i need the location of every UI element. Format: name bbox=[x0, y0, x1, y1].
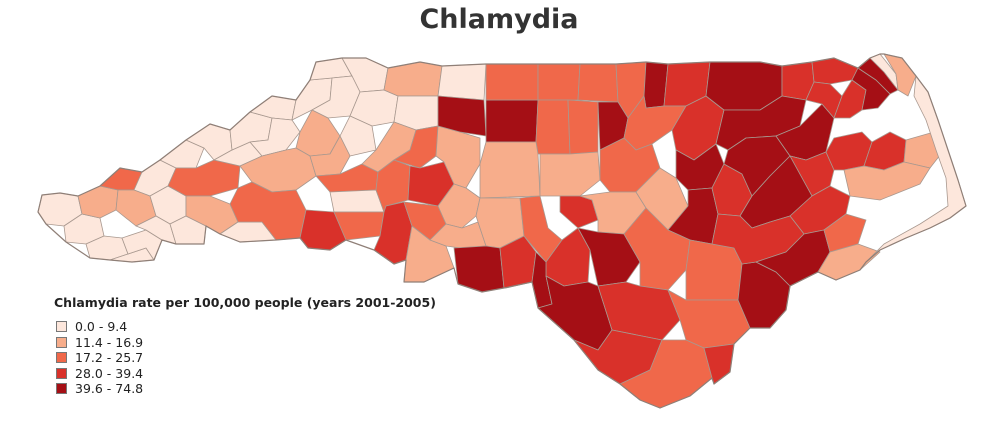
county bbox=[711, 213, 805, 265]
legend-swatch bbox=[56, 383, 67, 395]
county bbox=[249, 117, 301, 157]
county bbox=[843, 161, 931, 201]
legend-item: 39.6 - 74.8 bbox=[56, 381, 436, 397]
county bbox=[329, 189, 385, 213]
county bbox=[577, 227, 641, 287]
legend-item: 0.0 - 9.4 bbox=[56, 319, 436, 335]
county bbox=[479, 141, 541, 199]
legend-item: 17.2 - 25.7 bbox=[56, 350, 436, 366]
county bbox=[539, 151, 601, 197]
map-title: Chlamydia bbox=[419, 4, 579, 35]
county bbox=[77, 185, 119, 219]
county bbox=[811, 57, 859, 85]
map-legend: Chlamydia rate per 100,000 people (years… bbox=[54, 295, 436, 397]
state-outline bbox=[37, 53, 967, 409]
county bbox=[685, 239, 743, 301]
legend-label: 39.6 - 74.8 bbox=[75, 381, 144, 397]
county bbox=[485, 99, 539, 143]
county bbox=[339, 115, 377, 157]
legend-swatch bbox=[56, 367, 67, 379]
county bbox=[239, 147, 317, 193]
county bbox=[567, 99, 599, 155]
legend-label: 11.4 - 16.9 bbox=[75, 334, 144, 350]
county bbox=[437, 95, 487, 137]
county bbox=[823, 213, 867, 253]
legend-item: 11.4 - 16.9 bbox=[56, 335, 436, 351]
legend-label: 28.0 - 39.4 bbox=[75, 365, 144, 381]
county bbox=[577, 63, 619, 103]
legend-item: 28.0 - 39.4 bbox=[56, 366, 436, 382]
county bbox=[537, 63, 581, 101]
legend-swatch bbox=[56, 321, 67, 333]
county bbox=[535, 99, 571, 155]
county bbox=[437, 183, 481, 229]
legend-label: 0.0 - 9.4 bbox=[75, 319, 128, 335]
legend-swatch bbox=[56, 352, 67, 364]
county bbox=[485, 63, 539, 101]
legend-swatch bbox=[56, 336, 67, 348]
legend-label: 17.2 - 25.7 bbox=[75, 350, 144, 366]
legend-title: Chlamydia rate per 100,000 people (years… bbox=[54, 295, 436, 310]
county bbox=[437, 63, 487, 101]
